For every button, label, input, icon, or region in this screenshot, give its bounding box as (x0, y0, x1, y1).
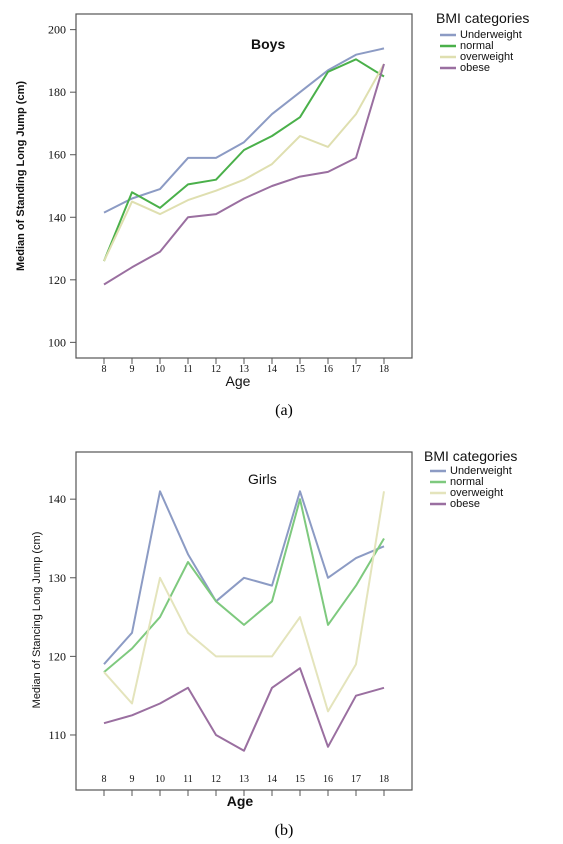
y-tick-label-girls: 120 (48, 649, 66, 663)
legend-label-obese-girls: obese (450, 498, 480, 510)
panel-label-b: (b) (275, 822, 294, 839)
y-axis-title-boys: Median of Standing Long Jump (cm) (15, 81, 27, 271)
x-ticks-girls: 8 9 10 11 12 13 14 15 16 17 18 (102, 774, 389, 796)
series-line-normal-girls (103, 498, 385, 673)
x-tick-label-boys: 16 (323, 364, 333, 375)
x-tick-label-boys: 8 (102, 364, 107, 375)
series-group-girls (103, 490, 385, 752)
series-line-obese-girls (103, 667, 385, 752)
y-tick-label-boys: 140 (48, 210, 66, 224)
series-group-boys (103, 47, 385, 286)
x-tick-label-girls: 14 (267, 774, 277, 785)
x-tick-label-girls: 12 (211, 774, 221, 785)
y-ticks-boys: 100 120 140 160 180 200 (48, 23, 76, 349)
legend-title-girls: BMI categories (424, 448, 517, 464)
legend-label-obese-boys: obese (460, 62, 490, 74)
chart-title-girls: Girls (248, 471, 277, 487)
x-tick-label-girls: 16 (323, 774, 333, 785)
series-line-overweight-boys (103, 63, 385, 262)
y-tick-label-boys: 200 (48, 23, 66, 37)
plot-area-girls (75, 451, 413, 791)
series-line-normal-boys (103, 58, 385, 262)
y-axis-title-girls: Median of Stancing Long Jump (cm) (31, 532, 43, 709)
chart-title-boys: Boys (251, 36, 285, 52)
y-tick-label-boys: 100 (48, 335, 66, 349)
y-tick-label-boys: 120 (48, 273, 66, 287)
x-tick-label-boys: 14 (267, 364, 277, 375)
y-tick-label-girls: 140 (48, 492, 66, 506)
x-tick-label-girls: 9 (130, 774, 135, 785)
x-tick-label-boys: 13 (239, 364, 249, 375)
legend-label-underweight-boys: Underweight (460, 29, 522, 41)
y-tick-label-boys: 160 (48, 148, 66, 162)
x-tick-label-boys: 18 (379, 364, 389, 375)
x-tick-label-boys: 9 (130, 364, 135, 375)
x-ticks-boys: 8 9 10 11 12 13 14 15 16 17 18 (102, 358, 389, 375)
series-line-underweight-boys (103, 47, 385, 214)
series-line-overweight-girls (103, 491, 385, 713)
x-axis-title-boys: Age (226, 373, 251, 389)
legend-label-normal-girls: normal (450, 476, 484, 488)
x-tick-label-girls: 11 (183, 774, 193, 785)
series-line-obese-boys (103, 63, 385, 286)
chart-boys: Boys 100 120 140 160 180 200 8 9 10 11 12 13 14 15 16… (15, 10, 529, 419)
y-ticks-girls: 110 120 130 140 (48, 492, 76, 742)
x-tick-label-boys: 12 (211, 364, 221, 375)
legend-label-normal-boys: normal (460, 40, 494, 52)
series-line-underweight-girls (103, 490, 385, 665)
x-tick-label-girls: 17 (351, 774, 361, 785)
x-tick-label-girls: 13 (239, 774, 249, 785)
x-tick-label-girls: 10 (155, 774, 165, 785)
x-tick-label-girls: 18 (379, 774, 389, 785)
plot-area-boys (75, 13, 413, 359)
legend-label-overweight-girls: overweight (450, 487, 503, 499)
legend-label-underweight-girls: Underweight (450, 465, 512, 477)
x-tick-label-boys: 10 (155, 364, 165, 375)
y-tick-label-girls: 130 (48, 571, 66, 585)
x-axis-title-girls: Age (227, 793, 254, 809)
y-tick-label-girls: 110 (48, 728, 66, 742)
legend-title-boys: BMI categories (436, 10, 529, 26)
x-tick-label-girls: 15 (295, 774, 305, 785)
panel-label-a: (a) (275, 402, 293, 419)
x-tick-label-girls: 8 (102, 774, 107, 785)
y-tick-label-boys: 180 (48, 85, 66, 99)
x-tick-label-boys: 11 (183, 364, 193, 375)
x-tick-label-boys: 15 (295, 364, 305, 375)
x-tick-label-boys: 17 (351, 364, 361, 375)
legend-label-overweight-boys: overweight (460, 51, 513, 63)
